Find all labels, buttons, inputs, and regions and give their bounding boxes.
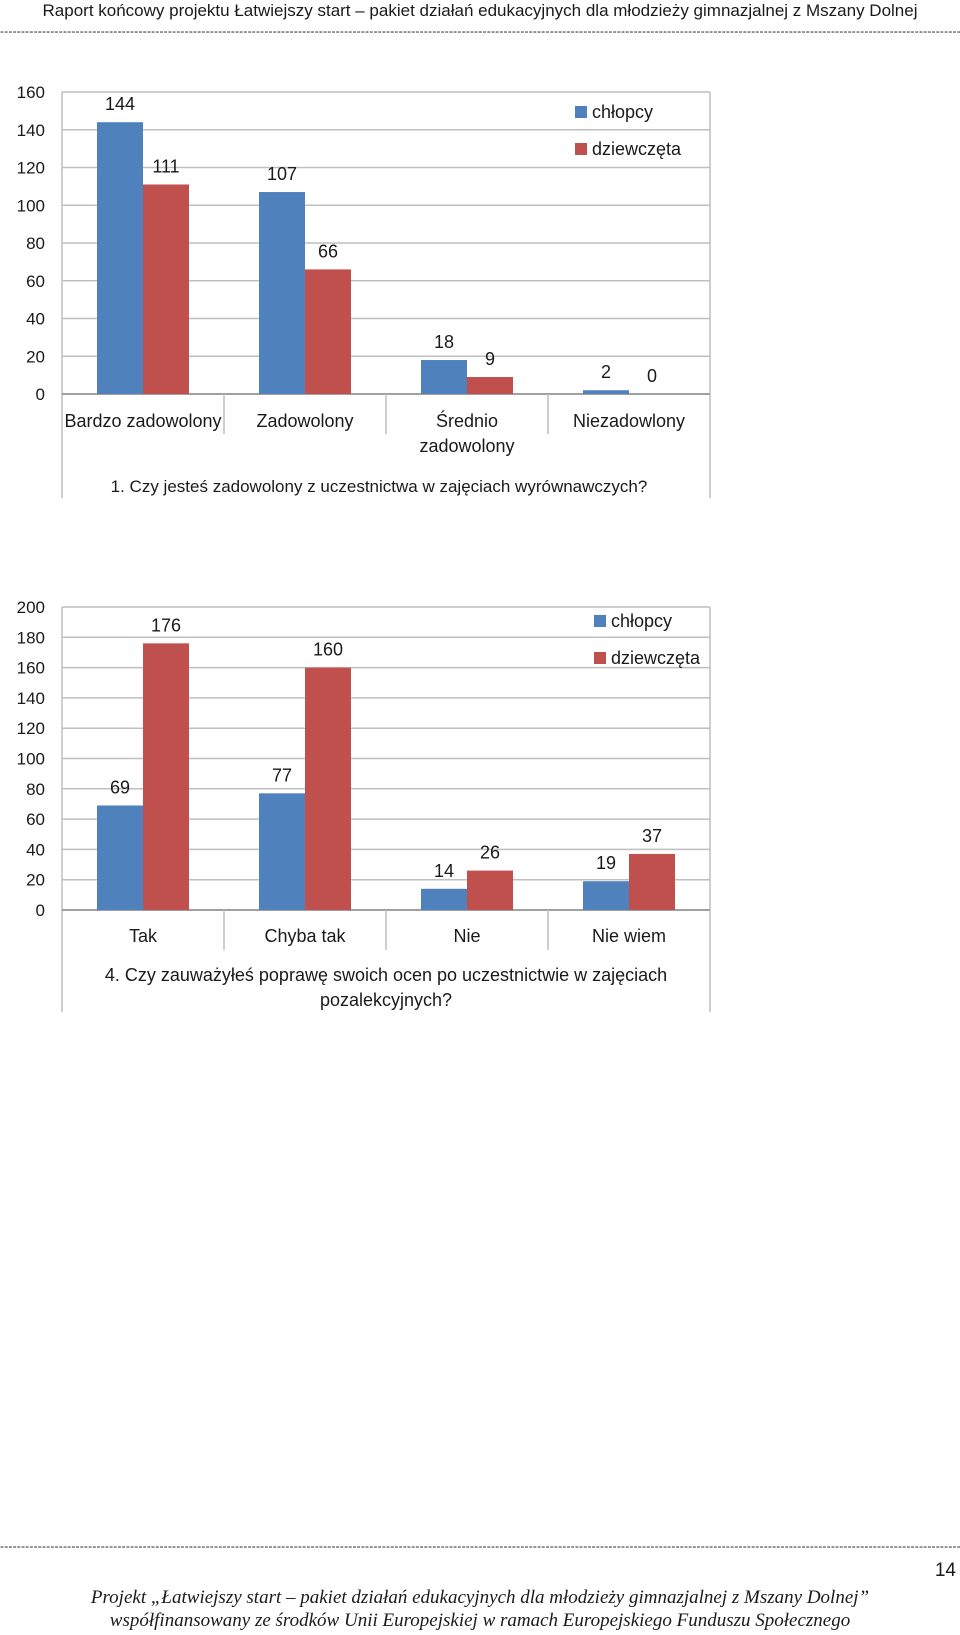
data-label: 9: [485, 349, 495, 369]
data-label: 69: [110, 777, 130, 797]
data-label: 0: [647, 366, 657, 386]
y-tick-label: 0: [36, 901, 45, 920]
y-tick-label: 20: [26, 347, 45, 366]
category-label: Nie: [453, 926, 480, 946]
y-tick-label: 40: [26, 310, 45, 329]
y-tick-label: 160: [17, 83, 45, 102]
chart-title: 4. Czy zauważyłeś poprawę swoich ocen po…: [105, 965, 667, 1010]
data-label: 176: [151, 615, 181, 635]
category-label: Średnio zadowolony: [419, 410, 514, 456]
bar: [97, 805, 143, 910]
data-label: 144: [105, 94, 135, 114]
page-footer: Projekt „Łatwiejszy start – pakiet dział…: [0, 1586, 960, 1632]
bar: [583, 390, 629, 394]
y-tick-label: 60: [26, 810, 45, 829]
page-header: Raport końcowy projektu Łatwiejszy start…: [0, 0, 960, 21]
footer-divider: [0, 1540, 960, 1552]
legend-label: chłopcy: [611, 611, 672, 631]
chart-title: 1. Czy jesteś zadowolony z uczestnictwa …: [111, 477, 648, 496]
bar: [305, 667, 351, 910]
y-tick-label: 120: [17, 159, 45, 178]
category-label: Chyba tak: [264, 926, 346, 946]
y-tick-label: 180: [17, 628, 45, 647]
legend-swatch: [594, 652, 606, 664]
legend-label: dziewczęta: [611, 648, 701, 668]
data-label: 37: [642, 826, 662, 846]
y-tick-label: 80: [26, 780, 45, 799]
bar: [467, 870, 513, 910]
y-tick-label: 0: [36, 385, 45, 404]
data-label: 66: [318, 241, 338, 261]
bar: [259, 793, 305, 910]
chart-grades-improvement: 0 20 40 60 80 100 120 140 160 180 200 69 176 Tak 77 160…: [17, 598, 711, 1012]
page-number: 14: [934, 1560, 956, 1581]
footer-line-1: Projekt „Łatwiejszy start – pakiet dział…: [90, 1587, 870, 1608]
data-label: 14: [434, 861, 454, 881]
category-label: Bardzo zadowolony: [64, 411, 221, 431]
y-tick-label: 60: [26, 272, 45, 291]
bar: [629, 853, 675, 910]
y-tick-label: 200: [17, 598, 45, 617]
y-tick-label: 20: [26, 871, 45, 890]
data-label: 26: [480, 843, 500, 863]
bar: [305, 269, 351, 394]
data-label: 77: [272, 765, 292, 785]
category-label: Tak: [129, 926, 158, 946]
y-tick-label: 140: [17, 689, 45, 708]
category-label: Niezadowlony: [573, 411, 685, 431]
bar: [421, 360, 467, 394]
data-label: 111: [152, 156, 179, 176]
category-label: Nie wiem: [592, 926, 666, 946]
bar: [97, 122, 143, 394]
header-divider: [0, 25, 960, 37]
bar: [143, 643, 189, 910]
y-tick-label: 40: [26, 840, 45, 859]
legend-label: chłopcy: [592, 102, 653, 122]
y-tick-label: 160: [17, 659, 45, 678]
y-tick-label: 120: [17, 719, 45, 738]
legend-swatch: [575, 143, 587, 155]
bar: [583, 881, 629, 910]
y-tick-label: 100: [17, 750, 45, 769]
data-label: 107: [267, 164, 297, 184]
report-title: Raport końcowy projektu Łatwiejszy start…: [42, 1, 918, 20]
y-tick-label: 140: [17, 121, 45, 140]
category-label: Zadowolony: [256, 411, 353, 431]
data-label: 2: [601, 362, 611, 382]
bar: [467, 377, 513, 394]
data-label: 19: [596, 853, 616, 873]
footer-line-2: współfinansowany ze środków Unii Europej…: [109, 1610, 851, 1631]
data-label: 160: [313, 640, 343, 660]
y-tick-label: 100: [17, 196, 45, 215]
y-tick-label: 80: [26, 234, 45, 253]
bar: [421, 888, 467, 910]
legend-label: dziewczęta: [592, 139, 682, 159]
data-label: 18: [434, 332, 454, 352]
bar: [143, 184, 189, 394]
bar: [259, 192, 305, 394]
legend-swatch: [594, 615, 606, 627]
legend-swatch: [575, 106, 587, 118]
